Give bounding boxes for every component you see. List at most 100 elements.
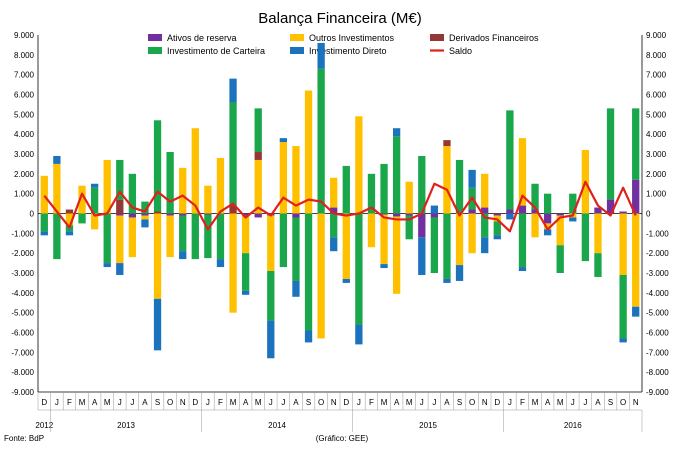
bar-segment-outros-investimentos — [191, 128, 199, 214]
x-month-label: F — [369, 398, 374, 407]
bar-segment-investimento-direto — [103, 263, 111, 268]
x-year-label: 2015 — [419, 421, 437, 430]
bar-segment-investimento-direto — [153, 298, 162, 351]
bar-segment-outros-investimentos — [153, 213, 162, 299]
bar-segment-investimento-direto — [90, 183, 99, 188]
x-month-label: S — [306, 398, 311, 407]
bar-segment-ativos-de-reserva — [619, 211, 627, 214]
x-month-label: N — [180, 398, 186, 407]
bar-segment-outros-investimentos — [518, 138, 527, 206]
graphic-note: (Gráfico: GEE) — [316, 434, 369, 443]
bar-segment-ativos-de-reserva — [468, 209, 476, 214]
y-tick-label-right: 1.000 — [646, 190, 667, 199]
bar-segment-investimento-direto — [380, 264, 388, 269]
bar-segment-investimento-direto — [506, 213, 514, 220]
bar-segment-investimento-de-carteira — [392, 136, 401, 214]
bar-segment-investimento-de-carteira — [405, 215, 413, 240]
bar-segment-investimento-direto — [430, 205, 439, 214]
bar-segment-investimento-de-carteira — [330, 213, 338, 238]
x-month-label: J — [571, 398, 575, 407]
x-month-label: J — [206, 398, 210, 407]
bar-segment-investimento-de-carteira — [103, 213, 111, 264]
bar-segment-investimento-direto — [632, 306, 640, 317]
bar-segment-investimento-de-carteira — [455, 159, 464, 214]
bar-segment-outros-investimentos — [103, 159, 111, 214]
bar-segment-ativos-de-reserva — [543, 213, 552, 224]
bar-segment-investimento-de-carteira — [90, 187, 99, 214]
bar-segment-investimento-de-carteira — [569, 193, 577, 214]
bar-segment-investimento-de-carteira — [40, 213, 48, 232]
x-month-label: J — [281, 398, 285, 407]
bar-segment-outros-investimentos — [405, 181, 413, 214]
y-tick-label-right: -5.000 — [646, 309, 669, 318]
bar-segment-outros-investimentos — [53, 163, 61, 214]
bar-segment-outros-investimentos — [443, 146, 451, 214]
x-month-label: O — [167, 398, 173, 407]
legend-swatch — [290, 47, 304, 54]
bar-segment-investimento-de-carteira — [166, 152, 174, 214]
bar-segment-outros-investimentos — [78, 185, 86, 214]
y-tick-label-left: 5.000 — [14, 110, 35, 119]
bar-segment-investimento-direto — [468, 169, 476, 188]
axes: 9.000 9.000 8.000 8.000 7.000 7.000 6.000 6.000… — [11, 31, 669, 432]
y-tick-label-right: -4.000 — [646, 289, 669, 298]
y-tick-label-right: 8.000 — [646, 51, 667, 60]
legend-swatch — [148, 47, 162, 54]
bar-segment-outros-investimentos — [179, 167, 187, 214]
bar-segment-outros-investimentos — [241, 215, 250, 254]
y-tick-label-left: -5.000 — [11, 309, 34, 318]
bar-segment-investimento-direto — [455, 265, 464, 281]
y-tick-label-left: -3.000 — [11, 269, 34, 278]
bar-segment-investimento-de-carteira — [116, 159, 124, 200]
bar-segment-investimento-direto — [317, 42, 325, 69]
x-year-label: 2014 — [268, 421, 286, 430]
bar-segment-outros-investimentos — [317, 213, 325, 339]
y-tick-label-right: 4.000 — [646, 130, 667, 139]
x-month-label: A — [394, 398, 400, 407]
x-month-label: M — [532, 398, 539, 407]
x-month-label: J — [269, 398, 273, 407]
bar-segment-ativos-de-reserva — [632, 179, 640, 214]
x-month-label: J — [432, 398, 436, 407]
bar-segment-investimento-direto — [267, 320, 275, 359]
bar-segment-investimento-de-carteira — [581, 213, 590, 262]
bar-segment-ativos-de-reserva — [179, 213, 187, 216]
balance-line — [43, 180, 637, 233]
bar-segment-outros-investimentos — [267, 215, 275, 272]
bar-segment-investimento-de-carteira — [292, 217, 300, 281]
x-month-label: N — [633, 398, 639, 407]
bar-segment-ativos-de-reserva — [241, 213, 250, 216]
bar-segment-investimento-de-carteira — [304, 213, 313, 331]
y-tick-label-right: -2.000 — [646, 249, 669, 258]
bar-segment-ativos-de-reserva — [430, 213, 439, 218]
x-month-label: J — [420, 398, 424, 407]
y-tick-label-right: 7.000 — [646, 71, 667, 80]
x-month-label: O — [318, 398, 324, 407]
bar-segment-outros-investimentos — [216, 157, 225, 214]
bar-segment-investimento-de-carteira — [443, 213, 451, 279]
y-tick-label-right: -3.000 — [646, 269, 669, 278]
chart-title: Balança Financeira (M€) — [258, 10, 421, 27]
bar-segment-investimento-de-carteira — [179, 215, 187, 252]
bar-segment-investimento-de-carteira — [531, 183, 539, 210]
bar-segment-outros-investimentos — [468, 213, 476, 254]
bar-segment-investimento-direto — [518, 267, 527, 272]
legend-swatch — [148, 34, 162, 41]
y-tick-label-right: 5.000 — [646, 110, 667, 119]
bar-segment-derivados-financeiros — [65, 209, 74, 214]
bar-segment-investimento-de-carteira — [594, 253, 602, 277]
x-month-label: N — [331, 398, 337, 407]
bar-segment-outros-investimentos — [292, 146, 300, 214]
bar-segment-investimento-direto — [355, 324, 363, 345]
x-month-label: S — [608, 398, 613, 407]
x-month-label: S — [155, 398, 160, 407]
bar-segment-outros-investimentos — [556, 215, 564, 246]
bar-segment-investimento-de-carteira — [279, 213, 288, 268]
balance-line-group — [43, 180, 637, 233]
bar-segment-outros-investimentos — [90, 213, 99, 230]
y-tick-label-left: 3.000 — [14, 150, 35, 159]
bar-segment-investimento-de-carteira — [556, 245, 564, 273]
bar-segment-investimento-de-carteira — [367, 173, 376, 214]
x-month-label: A — [142, 398, 148, 407]
bar-segment-investimento-direto — [443, 278, 451, 283]
